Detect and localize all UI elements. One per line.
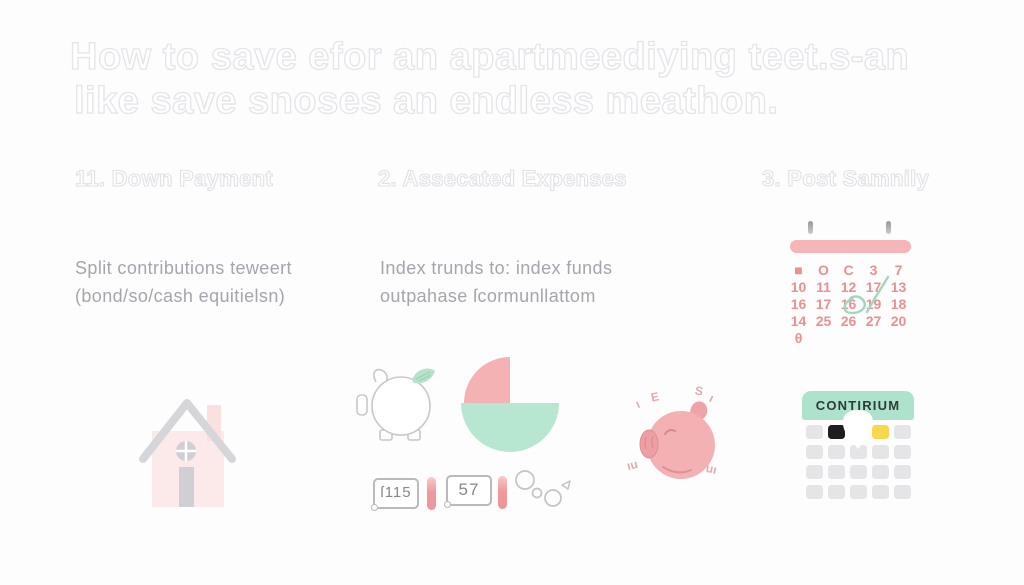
section-header-down-payment: 11. Down Payment xyxy=(74,165,273,191)
calendar-cell: 13 xyxy=(890,279,907,295)
calendar-cell: 17 xyxy=(865,279,882,295)
grid-cell-gray xyxy=(872,465,889,479)
grid-cell-gray xyxy=(872,485,889,499)
calendar-pin-icon xyxy=(886,221,891,234)
grid-cell-gray xyxy=(894,445,911,459)
grid-cell-gray xyxy=(850,485,867,499)
calendar-cell: O xyxy=(818,262,829,278)
calendar-cell: 3 xyxy=(869,262,878,278)
calendar-cell: 18 xyxy=(890,296,907,312)
price-tag-badge: 57 xyxy=(444,475,492,508)
calendar-cell: 11 xyxy=(816,279,831,295)
house-icon xyxy=(139,399,236,507)
grid-cell-gray xyxy=(806,445,823,459)
text-line: (bond/so/cash equitielsn) xyxy=(75,286,286,306)
checkmark-icon xyxy=(843,275,890,315)
calendar-pin-icon xyxy=(808,221,813,234)
calendar-cell: 16 xyxy=(790,296,807,312)
grid-cell-gray xyxy=(872,445,889,459)
capsule-icon xyxy=(427,477,436,510)
pie-chart-icon xyxy=(461,357,559,452)
calendar-cell xyxy=(861,330,886,347)
grid-cell-gray xyxy=(806,465,823,479)
calendar-cell: 12 xyxy=(840,279,857,295)
calendar-cell: 14 xyxy=(790,313,807,329)
text-line: Index trunds to: index funds xyxy=(380,258,613,278)
section-header-expenses: 2. Assecated Expenses xyxy=(377,165,627,191)
bubbles-icon xyxy=(515,470,571,507)
calendar-cell: 20 xyxy=(890,313,907,329)
grid-cell-gray xyxy=(850,465,867,479)
expenses-description: Index trunds to: index funds outpahase ſ… xyxy=(380,254,612,310)
calendar-cell: 17 xyxy=(815,296,832,312)
grid-cell-gray xyxy=(894,465,911,479)
grid-cell-yellow xyxy=(872,425,889,439)
title-line-2: like save snoses an endless meathon. xyxy=(73,79,779,122)
grid-cell-gray xyxy=(806,485,823,499)
grid-cell-gray xyxy=(850,445,867,459)
text-line: outpahase ſcormunllattom xyxy=(380,286,596,306)
calendar-cell xyxy=(836,330,861,347)
calendar-cell: θ xyxy=(794,330,803,346)
calendar-cell xyxy=(886,330,911,347)
price-tag-badge: ſ115 xyxy=(371,478,419,511)
down-payment-description: Split contributions teweert (bond/so/cas… xyxy=(75,254,292,310)
calendar-header-bar xyxy=(790,240,911,253)
calendar-cell xyxy=(811,330,836,347)
grid-cell-gray xyxy=(828,465,845,479)
map-pin-icon xyxy=(843,410,873,449)
grid-cell-gray xyxy=(806,425,823,439)
leaf-icon xyxy=(412,368,435,384)
calendar-cell: 26 xyxy=(840,313,857,329)
title-line-1: How to save efor an apartmeediying teet.… xyxy=(69,35,910,78)
grid-cell-gray xyxy=(828,445,845,459)
calendar-cell: 10 xyxy=(790,279,807,295)
calendar-cell: ■ xyxy=(794,262,803,278)
calendar-cell: 7 xyxy=(894,262,903,278)
grid-cell-gray xyxy=(894,425,911,439)
calendar-cell: C xyxy=(843,262,854,278)
pig-icon xyxy=(639,401,715,479)
calendar-cell: 25 xyxy=(815,313,832,329)
grid-cell-black xyxy=(828,425,845,439)
piggy-bank-outline-icon xyxy=(356,368,435,441)
capsule-icon xyxy=(498,476,507,509)
text-line: Split contributions teweert xyxy=(75,258,292,278)
calendar-cell: 27 xyxy=(865,313,882,329)
grid-cell-gray xyxy=(894,485,911,499)
section-header-post: 3. Post Samnily xyxy=(761,165,930,191)
grid-cell-gray xyxy=(828,485,845,499)
